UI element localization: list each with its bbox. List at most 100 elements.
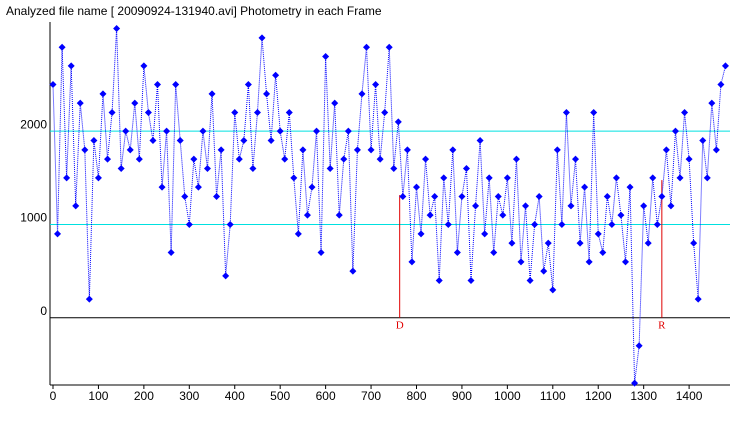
data-point <box>49 81 57 89</box>
data-point <box>603 193 611 201</box>
data-point <box>281 155 289 163</box>
data-point <box>721 62 729 70</box>
data-point <box>458 193 466 201</box>
data-point <box>499 211 507 219</box>
data-point <box>226 220 234 228</box>
data-point <box>444 220 452 228</box>
chart-title: Analyzed file name [ 20090924-131940.avi… <box>6 4 382 18</box>
data-point <box>526 276 534 284</box>
data-point <box>549 286 557 294</box>
data-point <box>185 220 193 228</box>
data-point <box>176 137 184 145</box>
data-point <box>231 109 239 117</box>
data-point <box>422 155 430 163</box>
data-point <box>253 109 261 117</box>
data-point <box>140 62 148 70</box>
x-tick-label: 1300 <box>630 389 657 403</box>
data-point <box>708 99 716 107</box>
data-point <box>258 34 266 42</box>
data-point <box>662 146 670 154</box>
data-point <box>263 90 271 98</box>
marker-label: D <box>396 319 404 331</box>
data-point <box>217 146 225 154</box>
data-point <box>694 295 702 303</box>
data-point <box>508 239 516 247</box>
data-point <box>685 155 693 163</box>
x-tick-label: 800 <box>406 389 426 403</box>
data-point <box>653 220 661 228</box>
x-tick-label: 200 <box>134 389 154 403</box>
data-point <box>412 183 420 191</box>
data-point <box>213 193 221 201</box>
data-point <box>276 127 284 135</box>
data-point <box>340 155 348 163</box>
data-point <box>467 276 475 284</box>
data-point <box>717 81 725 89</box>
data-point <box>435 276 443 284</box>
data-point <box>703 174 711 182</box>
y-tick-label: 1000 <box>20 211 47 225</box>
x-tick-label: 500 <box>270 389 290 403</box>
data-point <box>485 174 493 182</box>
data-point <box>322 53 330 61</box>
data-point <box>113 25 121 33</box>
x-tick-label: 900 <box>452 389 472 403</box>
data-point <box>335 211 343 219</box>
data-point <box>699 137 707 145</box>
data-point <box>126 146 134 154</box>
data-point <box>640 202 648 210</box>
data-point <box>317 248 325 256</box>
data-point <box>67 62 75 70</box>
data-point <box>403 146 411 154</box>
data-point <box>90 137 98 145</box>
data-point <box>85 295 93 303</box>
data-point <box>299 146 307 154</box>
data-point <box>531 220 539 228</box>
data-point <box>385 43 393 51</box>
data-point <box>631 379 639 387</box>
data-point <box>394 118 402 126</box>
data-point <box>81 146 89 154</box>
data-point <box>481 230 489 238</box>
x-tick-label: 1400 <box>676 389 703 403</box>
data-point <box>567 202 575 210</box>
data-point <box>635 342 643 350</box>
data-point <box>122 127 130 135</box>
data-point <box>553 146 561 154</box>
data-point <box>326 165 334 173</box>
data-point <box>417 230 425 238</box>
data-point <box>163 127 171 135</box>
data-point <box>649 174 657 182</box>
x-tick-label: 100 <box>88 389 108 403</box>
data-point <box>194 183 202 191</box>
data-point <box>240 137 248 145</box>
data-point <box>344 127 352 135</box>
data-point <box>390 165 398 173</box>
data-point <box>449 146 457 154</box>
data-point <box>167 248 175 256</box>
data-point <box>572 155 580 163</box>
data-point <box>667 202 675 210</box>
data-point <box>512 155 520 163</box>
x-tick-label: 1000 <box>494 389 521 403</box>
data-point <box>617 211 625 219</box>
data-point <box>272 71 280 79</box>
data-point <box>76 99 84 107</box>
data-point <box>381 109 389 117</box>
data-point <box>358 90 366 98</box>
data-point <box>172 81 180 89</box>
data-point <box>658 193 666 201</box>
data-point <box>562 109 570 117</box>
data-point <box>535 193 543 201</box>
data-point <box>58 43 66 51</box>
data-point <box>294 230 302 238</box>
data-point <box>626 183 634 191</box>
data-point <box>558 220 566 228</box>
data-point <box>367 146 375 154</box>
data-point <box>476 137 484 145</box>
x-tick-label: 1200 <box>585 389 612 403</box>
data-point <box>544 239 552 247</box>
data-point <box>594 230 602 238</box>
data-point <box>199 127 207 135</box>
data-point <box>303 211 311 219</box>
